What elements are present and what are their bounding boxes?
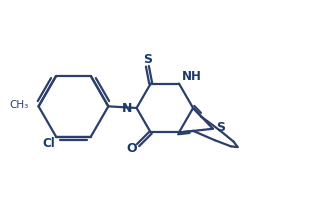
Text: N: N <box>122 102 133 115</box>
Text: S: S <box>216 121 225 134</box>
Text: CH₃: CH₃ <box>9 100 29 110</box>
Text: O: O <box>127 142 138 155</box>
Text: Cl: Cl <box>42 137 55 150</box>
Text: S: S <box>143 53 152 66</box>
Text: NH: NH <box>181 70 201 83</box>
